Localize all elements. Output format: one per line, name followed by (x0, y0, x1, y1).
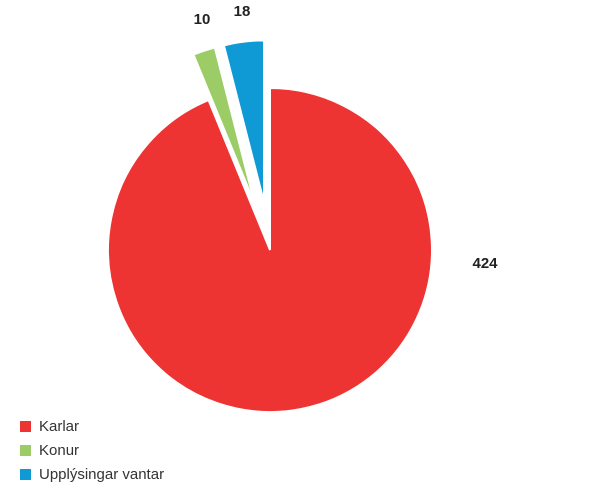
legend-swatch-konur (20, 444, 31, 456)
pie-slice-konur (192, 46, 256, 205)
pie-slices (107, 39, 433, 413)
legend-item-karlar: Karlar (20, 414, 164, 438)
legend-label-karlar: Karlar (39, 417, 80, 435)
legend-label-upplysingar-vantar: Upplýsingar vantar (39, 465, 165, 483)
legend-swatch-upplysingar-vantar (20, 468, 31, 480)
legend-item-upplysingar-vantar: Upplýsingar vantar (20, 462, 164, 486)
legend-swatch-karlar (20, 420, 31, 432)
legend-label-konur: Konur (39, 441, 80, 459)
legend-item-konur: Konur (20, 438, 164, 462)
pie-slice-karlar (107, 86, 433, 413)
legend: Karlar Konur Upplýsingar vantar (20, 414, 164, 486)
data-label-karlar: 424 (472, 255, 498, 272)
data-label-konur: 10 (194, 11, 211, 28)
data-labels: 424 10 18 (194, 3, 499, 272)
data-label-uppl-singar-vantar: 18 (234, 3, 251, 20)
pie-slice-uppl-singar-vantar (222, 39, 266, 203)
